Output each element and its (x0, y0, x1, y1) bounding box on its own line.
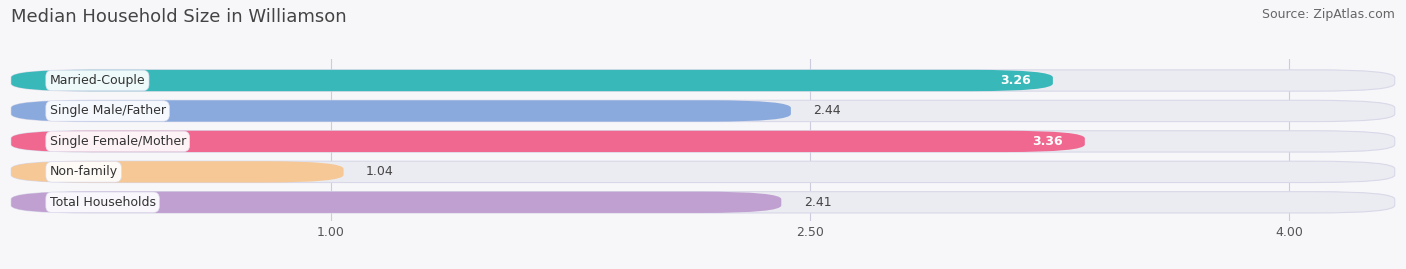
FancyBboxPatch shape (11, 100, 1395, 122)
FancyBboxPatch shape (11, 192, 1395, 213)
Text: Single Female/Mother: Single Female/Mother (49, 135, 186, 148)
FancyBboxPatch shape (11, 131, 1085, 152)
FancyBboxPatch shape (11, 161, 1395, 182)
Text: 2.44: 2.44 (813, 104, 841, 118)
FancyBboxPatch shape (11, 131, 1395, 152)
FancyBboxPatch shape (11, 70, 1395, 91)
Text: 3.26: 3.26 (1000, 74, 1031, 87)
Text: Married-Couple: Married-Couple (49, 74, 145, 87)
Text: 1.04: 1.04 (366, 165, 394, 178)
Text: Non-family: Non-family (49, 165, 118, 178)
FancyBboxPatch shape (11, 161, 343, 182)
Text: Source: ZipAtlas.com: Source: ZipAtlas.com (1261, 8, 1395, 21)
FancyBboxPatch shape (11, 192, 782, 213)
Text: Single Male/Father: Single Male/Father (49, 104, 166, 118)
Text: 3.36: 3.36 (1032, 135, 1063, 148)
FancyBboxPatch shape (11, 70, 1053, 91)
Text: Median Household Size in Williamson: Median Household Size in Williamson (11, 8, 347, 26)
Text: 2.41: 2.41 (804, 196, 831, 209)
FancyBboxPatch shape (11, 100, 790, 122)
Text: Total Households: Total Households (49, 196, 156, 209)
